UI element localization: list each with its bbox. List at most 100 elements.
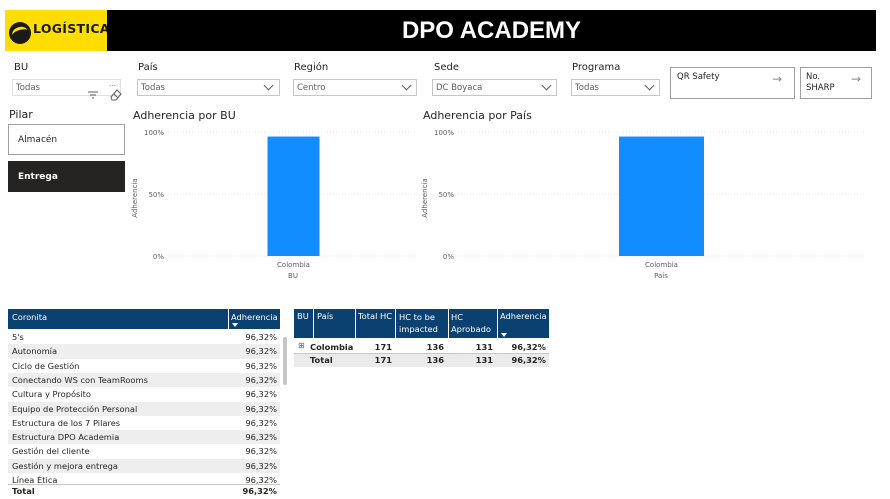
coronita-total-label: Total	[12, 486, 35, 496]
hc-header-pais[interactable]: País	[317, 311, 334, 321]
programa-filter-value: Todas	[575, 83, 599, 93]
coronita-name-cell: Autonomía	[12, 346, 58, 357]
coronita-name-cell: Gestión del cliente	[12, 446, 90, 457]
adherencia-header-label[interactable]: Adherencia	[231, 312, 278, 322]
pais-filter-dropdown[interactable]	[137, 79, 280, 96]
hc-row-colombia-label: Colombia	[310, 342, 354, 352]
hc-row-colombia-hc-aprobado: 131	[475, 342, 493, 352]
table-row[interactable]	[8, 387, 280, 402]
programa-filter-label: Programa	[572, 62, 621, 73]
y-tick-label: 0%	[153, 253, 164, 261]
adherencia-cell: 96,32%	[245, 460, 277, 471]
sede-filter-dropdown[interactable]	[432, 79, 557, 96]
header-divider	[313, 309, 314, 338]
filter-icon[interactable]	[87, 90, 99, 100]
table-row[interactable]	[8, 372, 280, 388]
region-filter-value: Centro	[297, 83, 326, 93]
programa-filter-dropdown[interactable]	[571, 79, 660, 96]
bu-filter-value: Todas	[16, 83, 40, 93]
header-divider	[395, 309, 396, 338]
pais-filter-value: Todas	[141, 83, 165, 93]
adherencia-cell: 96,32%	[245, 374, 277, 385]
table-row[interactable]	[8, 430, 280, 445]
table-row[interactable]	[8, 344, 280, 359]
coronita-name-cell: Conectando WS con TeamRooms	[12, 374, 148, 385]
bar	[267, 136, 320, 256]
adherencia-cell: 96,32%	[245, 432, 277, 443]
header-divider	[228, 309, 229, 329]
table-row[interactable]	[8, 415, 280, 431]
x-axis-label: País	[654, 272, 668, 280]
adherencia-cell: 96,32%	[245, 360, 277, 371]
x-tick-label: Colombia	[277, 261, 310, 269]
header-divider	[497, 309, 498, 338]
chart-pais: 0% 50% 100% Adherencia Colombia País	[421, 129, 865, 280]
coronita-table-header	[8, 309, 280, 329]
hc-header-bu[interactable]: BU	[297, 311, 309, 321]
no-sharp-label-line1: No.	[806, 72, 821, 82]
hc-total-total-hc: 171	[374, 355, 392, 365]
hc-total-hc-aprobado: 131	[475, 355, 493, 365]
adherencia-cell: 96,32%	[245, 346, 277, 357]
bar	[619, 136, 704, 256]
expand-icon[interactable]: ⊞	[298, 341, 305, 350]
y-tick-label: 100%	[144, 129, 164, 137]
region-filter-label: Región	[294, 62, 329, 73]
chart-bu: 0% 50% 100% Adherencia Colombia BU	[131, 129, 415, 280]
hc-total-adherencia: 96,32%	[511, 355, 546, 365]
coronita-name-cell: Ciclo de Gestión	[12, 360, 80, 371]
y-tick-label: 50%	[148, 191, 164, 199]
sede-filter-label: Sede	[434, 62, 459, 73]
pilar-title: Pilar	[9, 108, 33, 121]
coronita-name-cell: 5's	[12, 332, 24, 342]
adherencia-cell: 96,32%	[245, 332, 277, 342]
pais-filter-label: País	[138, 62, 158, 73]
coronita-name-cell: Equipo de Protección Personal	[12, 403, 138, 414]
pilar-tile-almacen[interactable]	[8, 124, 125, 155]
no-sharp-button[interactable]	[800, 67, 872, 99]
pilar-tile-entrega[interactable]	[8, 161, 125, 192]
coronita-name-cell: Gestión y mejora entrega	[12, 460, 118, 471]
pilar-tile-entrega-label: Entrega	[18, 172, 58, 182]
logo-mark-icon	[9, 22, 31, 44]
page-title: DPO ACADEMY	[401, 17, 582, 44]
coronita-name-cell: Línea Ética	[12, 475, 58, 485]
y-tick-label: 0%	[443, 253, 454, 261]
sort-desc-icon	[232, 323, 238, 327]
sort-desc-icon	[501, 333, 507, 337]
hc-header-hc-aprobado[interactable]: HC Aprobado	[451, 312, 491, 334]
arrow-right-icon: →	[851, 72, 862, 86]
x-axis-label: BU	[288, 272, 298, 280]
hc-row-colombia-hc-impacted: 136	[426, 342, 444, 352]
table-scrollbar[interactable]	[283, 337, 287, 385]
chart-bu-title: Adherencia por BU	[133, 109, 236, 122]
sede-filter-value: DC Boyaca	[436, 83, 483, 93]
coronita-name-cell: Estructura DPO Academia	[12, 432, 120, 443]
table-row[interactable]	[8, 330, 280, 345]
table-row[interactable]	[8, 444, 280, 459]
y-tick-label: 50%	[438, 191, 454, 199]
qr-safety-button[interactable]	[670, 67, 795, 99]
table-row[interactable]	[8, 473, 280, 488]
region-filter-dropdown[interactable]	[293, 79, 417, 96]
bu-filter-label: BU	[14, 62, 29, 73]
coronita-total-value: 96,32%	[242, 486, 277, 496]
hc-total-row	[294, 353, 549, 367]
eraser-icon[interactable]	[109, 88, 123, 101]
qr-safety-label: QR Safety	[677, 72, 720, 82]
chart-pais-title: Adherencia por País	[423, 109, 532, 122]
hc-total-label: Total	[310, 355, 333, 365]
table-row[interactable]	[8, 358, 280, 373]
table-row[interactable]	[8, 458, 280, 473]
y-axis-label: Adherencia	[131, 178, 139, 217]
adherencia-cell: 96,32%	[245, 389, 277, 400]
more-options-icon[interactable]: …	[109, 80, 116, 88]
table-row[interactable]	[8, 401, 280, 416]
coronita-header-label[interactable]: Coronita	[12, 312, 48, 322]
adherencia-cell: 96,32%	[245, 403, 277, 414]
hc-total-hc-impacted: 136	[426, 355, 444, 365]
hc-header-adherencia[interactable]: Adherencia	[500, 311, 547, 321]
hc-header-hc-to-be-impacted[interactable]: HC to be impacted	[399, 312, 438, 334]
hc-row-colombia-adherencia: 96,32%	[511, 342, 546, 352]
hc-header-total-hc[interactable]: Total HC	[358, 311, 393, 321]
